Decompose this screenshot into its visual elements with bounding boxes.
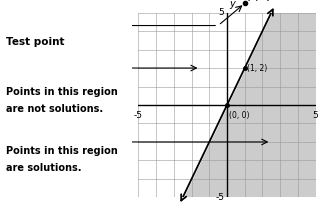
- Text: (1, 6): (1, 6): [247, 0, 270, 1]
- Text: 5: 5: [313, 112, 318, 121]
- Text: Points in this region: Points in this region: [6, 146, 118, 156]
- Text: -5: -5: [215, 193, 224, 202]
- Text: Test point: Test point: [6, 37, 65, 47]
- Text: Points in this region: Points in this region: [6, 87, 118, 97]
- Polygon shape: [138, 13, 271, 197]
- Text: (1, 2): (1, 2): [247, 64, 267, 72]
- Text: are solutions.: are solutions.: [6, 163, 82, 173]
- Text: y: y: [229, 0, 234, 9]
- Text: (0, 0): (0, 0): [229, 112, 250, 121]
- Text: 5: 5: [219, 8, 224, 17]
- Text: -5: -5: [134, 112, 143, 121]
- Text: are not solutions.: are not solutions.: [6, 104, 104, 114]
